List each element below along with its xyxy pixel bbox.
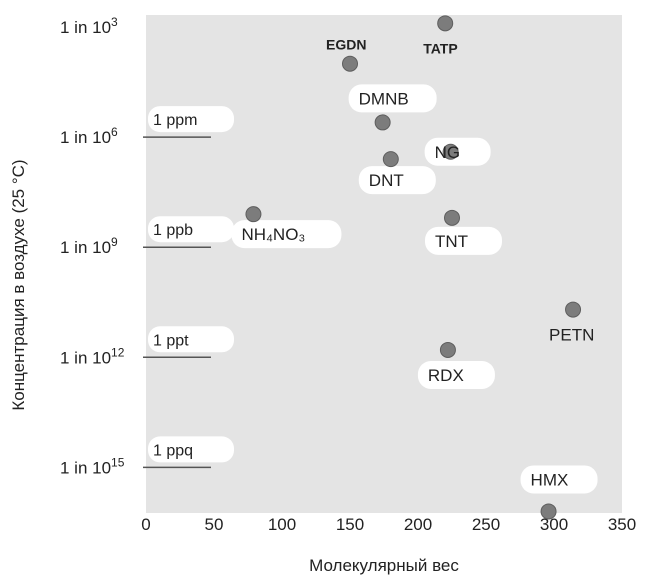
y-tick-label: 1 in 1015: [60, 455, 125, 477]
point-label: NH₄NO₃: [241, 225, 305, 244]
point-label-bg: [231, 220, 342, 249]
point-label-bg: [417, 360, 495, 389]
concentration-label: 1 ppt: [153, 332, 189, 349]
concentration-label: 1 ppq: [153, 442, 193, 459]
y-tick-label: 1 in 1012: [60, 345, 125, 367]
x-tick-label: 150: [336, 515, 364, 534]
x-tick-label: 300: [540, 515, 568, 534]
point-label: HMX: [531, 470, 569, 489]
point-label: NG: [435, 143, 461, 162]
data-point: [439, 341, 456, 358]
x-tick-label: 50: [205, 515, 224, 534]
point-label: TNT: [435, 232, 468, 251]
concentration-label: 1 ppm: [153, 112, 197, 129]
x-axis-ticks: 0 50 100 150 200 250 300 350: [141, 515, 636, 534]
data-point: [444, 209, 460, 226]
point-label-bg: [520, 465, 598, 494]
data-point: [382, 151, 399, 168]
point-label: TATP: [423, 40, 457, 56]
point-label: EGDN: [326, 37, 366, 53]
y-axis-ticks: 1 in 103 1 in 106 1 in 109 1 in 1012 1 in 10…: [60, 15, 125, 477]
y-tick-label: 1 in 109: [60, 235, 118, 257]
data-point: [245, 206, 262, 223]
x-tick-label: 250: [472, 515, 500, 534]
point-label: DMNB: [359, 89, 409, 108]
concentration-label-bg: [148, 326, 234, 353]
x-tick-label: 200: [404, 515, 432, 534]
y-axis-title: Концентрация в воздухе (25 °C): [9, 159, 28, 410]
data-point: [342, 55, 358, 72]
data-point: [374, 114, 391, 131]
x-tick-label: 350: [608, 515, 636, 534]
data-point: [442, 143, 459, 160]
data-point: [540, 503, 557, 520]
point-label: PETN: [549, 326, 594, 345]
x-tick-label: 100: [268, 515, 296, 534]
point-label: RDX: [428, 366, 464, 385]
concentration-label-bg: [148, 436, 234, 463]
point-label: DNT: [369, 171, 404, 190]
concentration-label-bg: [148, 106, 234, 133]
data-points: EGDN TATP DMNB NG DNT NH₄NO₃ TNT PETN RDX HMX: [231, 15, 598, 520]
point-label-bg: [348, 84, 437, 113]
concentration-marks: 1 ppm 1 ppb 1 ppt 1 ppq: [143, 106, 234, 469]
concentration-label-bg: [148, 216, 234, 243]
data-point: [565, 301, 582, 318]
data-point: [437, 15, 454, 32]
y-tick-label: 1 in 103: [60, 15, 118, 37]
y-tick-label: 1 in 106: [60, 125, 118, 147]
point-label-bg: [358, 166, 436, 195]
concentration-label: 1 ppb: [153, 222, 193, 239]
point-label-bg: [425, 226, 502, 255]
x-tick-label: 0: [141, 515, 150, 534]
x-axis-title: Молекулярный вес: [309, 556, 459, 575]
